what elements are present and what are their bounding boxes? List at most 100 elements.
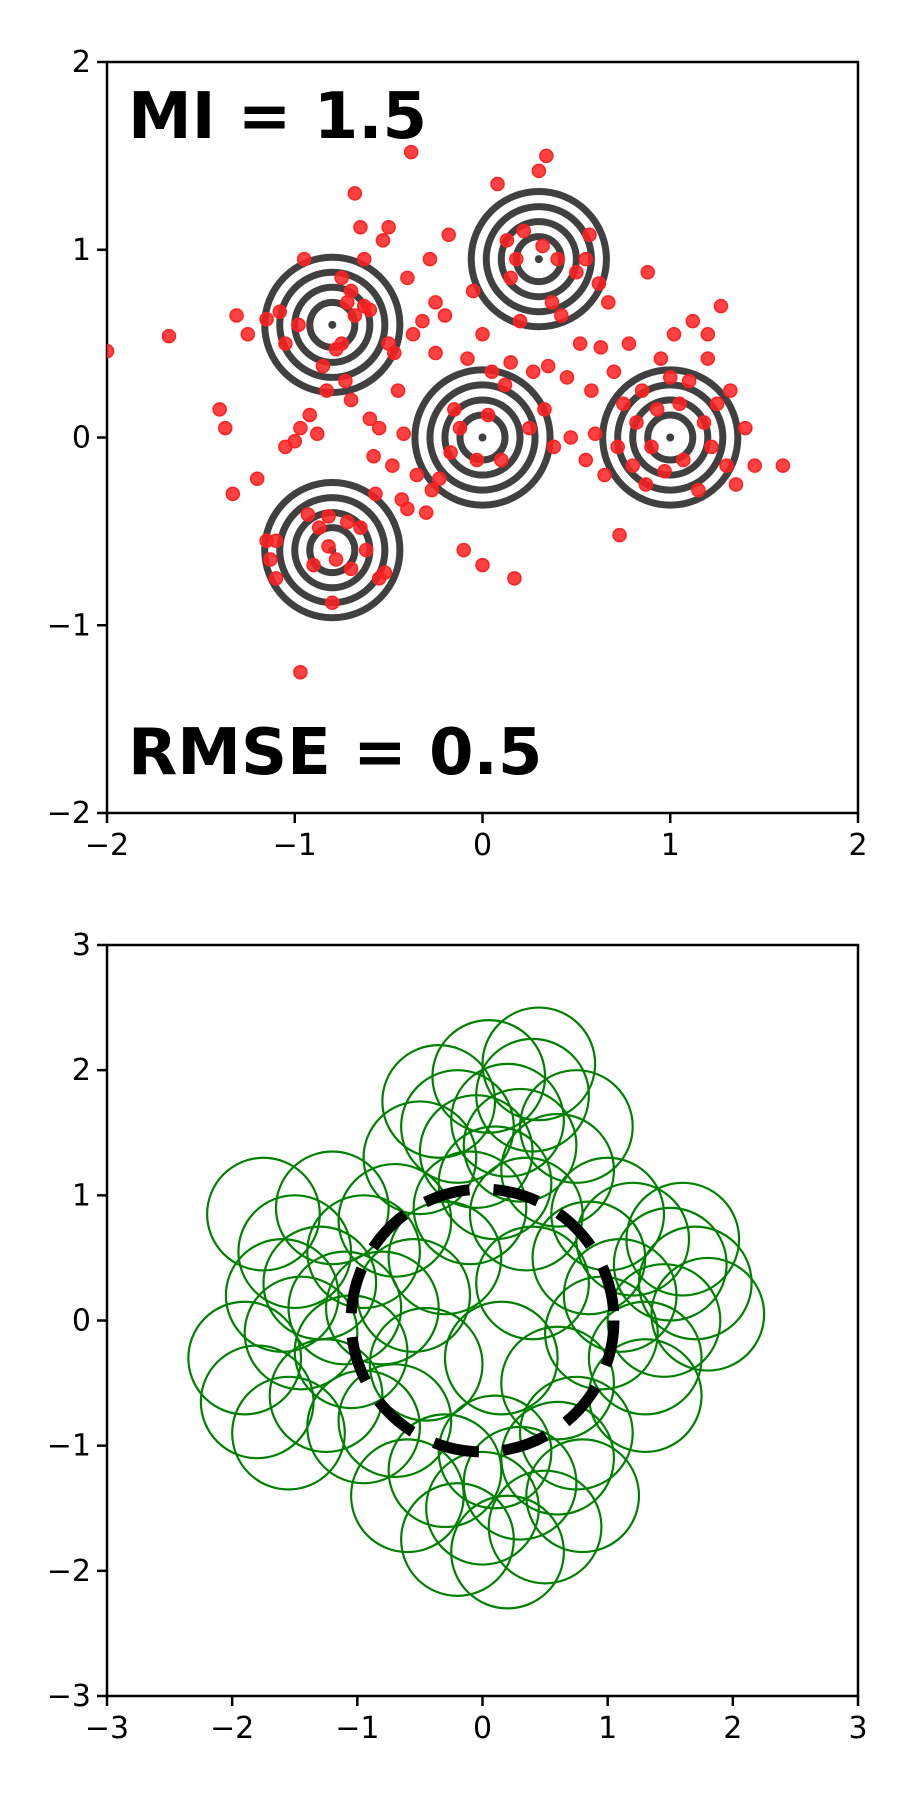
sample-circle <box>587 1300 703 1416</box>
scatter-point <box>107 343 115 359</box>
scatter-point <box>218 420 233 436</box>
scatter-point <box>587 426 603 441</box>
sample-circle <box>562 1238 678 1353</box>
scatter-point <box>428 345 443 361</box>
scatter-point <box>747 458 762 473</box>
scatter-point <box>385 458 400 473</box>
top-panel-ytick-label: 1 <box>72 233 91 268</box>
scatter-point <box>387 345 402 361</box>
scatter-point <box>400 501 415 517</box>
rmse-annotation: RMSE = 0.5 <box>128 716 542 790</box>
scatter-point <box>366 449 381 464</box>
scatter-point <box>775 458 791 473</box>
bottom-panel-xtick-label: 3 <box>848 1711 867 1746</box>
bottom-panel-xtick-label: −3 <box>85 1711 129 1746</box>
scatter-point <box>738 420 753 436</box>
scatter-point <box>375 233 391 248</box>
scatter-point <box>597 467 612 483</box>
scatter-point <box>343 392 359 408</box>
scatter-point <box>484 364 500 380</box>
bottom-panel-xtick-label: −2 <box>210 1711 254 1746</box>
scatter-point <box>644 439 659 455</box>
sample-circle <box>475 1225 590 1341</box>
scatter-point <box>343 283 359 299</box>
sample-circle <box>525 1438 641 1554</box>
scatter-point <box>229 308 244 323</box>
scatter-point <box>409 467 425 483</box>
scatter-point <box>638 477 654 492</box>
sample-circle <box>518 1375 634 1491</box>
scatter-point <box>691 482 706 498</box>
contour-ring <box>467 188 610 331</box>
scatter-point <box>381 219 396 235</box>
scatter-point <box>356 251 372 267</box>
scatter-point <box>358 542 374 558</box>
scatter-point <box>522 420 537 436</box>
scatter-point <box>723 383 738 398</box>
scatter-point <box>572 336 588 351</box>
bottom-panel-ytick-label: −2 <box>47 1554 91 1589</box>
sample-circle <box>306 1194 422 1310</box>
sample-circle <box>362 1100 478 1216</box>
scatter-point <box>272 304 287 319</box>
bottom-panel-ytick-label: 0 <box>72 1304 91 1339</box>
scatter-point <box>325 595 340 610</box>
scatter-point <box>569 265 584 280</box>
sample-circle <box>274 1150 390 1266</box>
bottom-panel-ytick-label: −1 <box>47 1429 91 1464</box>
scatter-point <box>640 265 655 280</box>
scatter-point <box>321 539 336 554</box>
top-panel-ytick-label: −1 <box>47 608 91 643</box>
sample-circle <box>187 1300 303 1416</box>
reference-dashed-circle <box>345 1183 620 1458</box>
scatter-point <box>428 295 443 310</box>
scatter-point <box>291 317 306 333</box>
scatter-point <box>441 227 456 242</box>
scatter-point <box>719 458 734 473</box>
scatter-point <box>531 163 547 179</box>
scatter-point <box>225 486 241 502</box>
top-panel-points <box>107 144 791 680</box>
scatter-point <box>559 370 575 385</box>
scatter-point <box>657 464 672 479</box>
contour-center <box>534 255 543 264</box>
scatter-point <box>563 430 578 445</box>
contour-center <box>328 320 337 329</box>
scatter-point <box>424 482 440 498</box>
scatter-point <box>507 571 522 586</box>
scatter-point <box>503 270 518 286</box>
sample-circle <box>500 1400 616 1516</box>
contour-center <box>478 433 487 442</box>
scatter-point <box>319 383 334 398</box>
top-panel-ytick-label: 0 <box>72 421 91 456</box>
scatter-point <box>377 565 393 580</box>
scatter-point <box>390 383 406 398</box>
sample-circle <box>349 1438 465 1554</box>
scatter-point <box>550 251 565 267</box>
sample-circle <box>412 1150 528 1266</box>
top-panel-contours <box>261 188 742 622</box>
scatter-point <box>512 313 528 329</box>
top-panel-xtick-label: −1 <box>273 828 317 863</box>
scatter-point <box>475 326 490 342</box>
sample-circle <box>437 1394 553 1510</box>
scatter-point <box>503 355 518 370</box>
sample-circle <box>606 1263 722 1378</box>
bottom-panel-ticks: −3 −2 −1 0 1 2 3 −3 −2 −1 0 1 2 3 <box>47 928 868 1746</box>
scatter-point <box>653 351 669 366</box>
scatter-point <box>362 302 378 318</box>
scatter-point <box>418 505 434 520</box>
scatter-point <box>347 308 363 323</box>
scatter-point <box>709 396 725 411</box>
scatter-point <box>681 373 697 389</box>
scatter-point <box>540 358 556 374</box>
contour-ring <box>276 268 389 381</box>
sample-circle <box>425 1450 540 1566</box>
contour-ring <box>411 366 554 509</box>
bottom-panel-xtick-label: −1 <box>335 1711 379 1746</box>
scatter-point <box>300 507 316 522</box>
scatter-point <box>516 223 532 239</box>
scatter-point <box>415 313 430 329</box>
scatter-point <box>212 402 227 417</box>
sample-circle <box>450 1494 565 1610</box>
